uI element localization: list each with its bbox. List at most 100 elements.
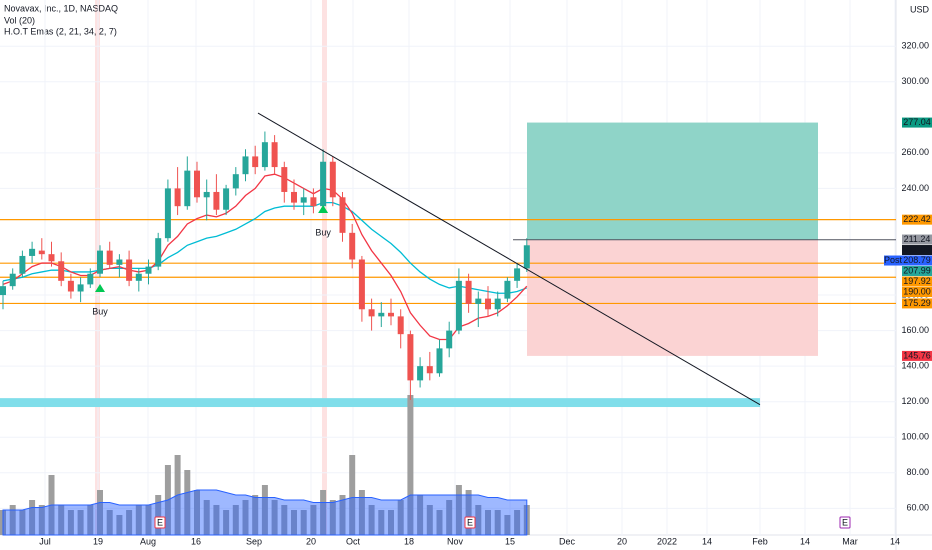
volume-bar xyxy=(494,510,501,535)
price-tag xyxy=(902,350,932,361)
volume-ma-area xyxy=(2,489,528,536)
price-tag-label: 207.99 xyxy=(903,265,931,275)
candle-body xyxy=(67,280,74,292)
volume-bar xyxy=(38,505,45,535)
x-tick-label: 14 xyxy=(702,536,712,546)
volume-bar xyxy=(242,500,249,535)
candle-body xyxy=(77,284,84,292)
candle-body xyxy=(203,191,210,198)
candle-body xyxy=(116,259,123,265)
buy-label: Buy xyxy=(92,306,108,316)
price-tag xyxy=(902,214,932,225)
x-tick-label: 14 xyxy=(890,536,900,546)
y-tick-label: 60.00 xyxy=(906,503,929,513)
candle-body xyxy=(155,238,162,267)
volume-bar xyxy=(300,510,307,535)
volume-bar xyxy=(358,490,365,535)
candle-body xyxy=(232,174,239,189)
volume-bar xyxy=(349,455,356,535)
volume-bar xyxy=(232,505,239,535)
x-tick-label: Dec xyxy=(559,536,576,546)
candle-body xyxy=(426,366,433,374)
candle-body xyxy=(455,280,462,331)
x-tick-label: 20 xyxy=(617,536,627,546)
volume-bar xyxy=(58,505,65,535)
price-tag-label: 145.76 xyxy=(903,350,931,360)
candle-body xyxy=(523,245,530,269)
y-tick-label: 160.00 xyxy=(901,325,929,335)
candle-body xyxy=(329,161,336,198)
volume-bar xyxy=(504,515,511,535)
candle-body xyxy=(475,298,482,304)
earnings-marker xyxy=(464,516,476,529)
volume-bar xyxy=(271,500,278,535)
candle-body xyxy=(261,142,268,168)
x-tick-label: Sep xyxy=(246,536,262,546)
volume-bar xyxy=(9,505,16,535)
candle-body xyxy=(0,286,6,296)
x-tick-label: 16 xyxy=(191,536,201,546)
volume-bar xyxy=(378,510,385,535)
candle-body xyxy=(494,298,501,310)
buy-arrow xyxy=(95,284,105,292)
candle-body xyxy=(339,197,346,233)
y-tick-label: 140.00 xyxy=(901,361,929,371)
candle-body xyxy=(145,266,152,274)
loss-zone xyxy=(527,239,818,356)
volume-bar xyxy=(485,510,491,535)
y-tick-label: 120.00 xyxy=(901,396,929,406)
volume-bar xyxy=(135,505,142,535)
candle-body xyxy=(242,156,249,175)
candle-body xyxy=(184,170,191,207)
volume-bar xyxy=(203,500,210,535)
price-tag-label: 208.79 xyxy=(903,255,931,265)
volume-bar xyxy=(213,505,220,535)
x-tick-label: Mar xyxy=(842,536,858,546)
y-tick-label: 80.00 xyxy=(906,467,929,477)
indicator-label: H.O.T Emas (2, 21, 34, 2, 7) xyxy=(4,26,117,36)
volume-bar xyxy=(126,510,133,535)
candle-body xyxy=(407,334,414,381)
y-tick-label: 320.00 xyxy=(901,41,929,51)
price-tag-label: 190.00 xyxy=(903,286,931,296)
candle-body xyxy=(417,366,424,381)
x-tick-label: 2022 xyxy=(657,536,677,546)
earnings-marker xyxy=(839,516,851,529)
post-tag xyxy=(884,255,902,266)
volume-bar xyxy=(194,490,200,535)
y-tick-label: 300.00 xyxy=(901,76,929,86)
candle-body xyxy=(135,273,142,281)
buy-label: Buy xyxy=(315,227,331,237)
candle-body xyxy=(514,268,521,281)
candle-body xyxy=(38,250,45,255)
price-tag xyxy=(902,298,932,309)
volume-bar xyxy=(417,495,424,535)
candle-body xyxy=(291,191,297,203)
y-tick-label: 100.00 xyxy=(901,432,929,442)
price-tag xyxy=(902,234,932,245)
volume-bar xyxy=(320,490,327,535)
candle-body xyxy=(436,348,443,374)
x-tick-label: 18 xyxy=(404,536,414,546)
highlight-band xyxy=(322,0,327,535)
post-label: Post xyxy=(884,255,903,265)
candle-body xyxy=(320,161,327,207)
candle-body xyxy=(223,188,230,210)
price-tag-label: 197.92 xyxy=(903,276,931,286)
currency-label[interactable]: USD xyxy=(910,4,930,14)
volume-bar xyxy=(514,510,521,535)
chart-title: Novavax, Inc., 1D, NASDAQ xyxy=(4,3,118,13)
y-tick-label: 260.00 xyxy=(901,147,929,157)
x-tick-label: Jul xyxy=(39,536,51,546)
candle-body xyxy=(271,142,278,168)
price-tag-label: 211.09 xyxy=(904,244,931,254)
volume-bar xyxy=(436,510,443,535)
x-tick-label: 19 xyxy=(93,536,103,546)
trendline xyxy=(257,112,761,406)
volume-bar xyxy=(155,495,162,535)
x-tick-label: Oct xyxy=(346,536,361,546)
price-tag-label: 222.42 xyxy=(903,214,931,224)
volume-bar xyxy=(77,510,84,535)
volume-bar xyxy=(19,510,26,535)
